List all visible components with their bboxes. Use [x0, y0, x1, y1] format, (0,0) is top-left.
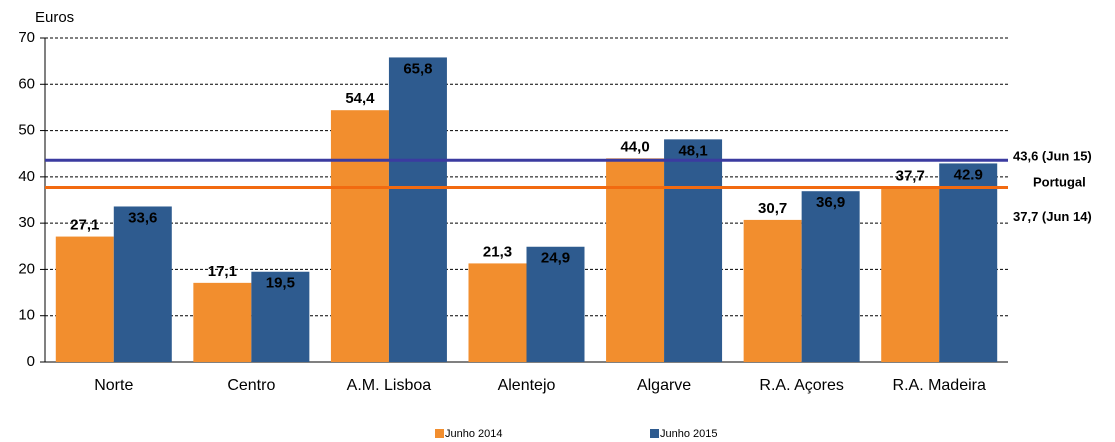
y-tick-label: 30	[18, 214, 35, 231]
value-label: 37,7	[896, 167, 925, 184]
legend-swatch	[435, 429, 444, 438]
y-tick-label: 0	[27, 353, 35, 370]
legend-label: Junho 2015	[660, 428, 718, 440]
value-label: 19,5	[266, 275, 295, 292]
x-tick-label: R.A. Madeira	[893, 377, 986, 394]
value-label: 17,1	[208, 263, 237, 280]
bar	[801, 191, 860, 362]
bar	[251, 271, 310, 362]
bar	[881, 187, 940, 362]
value-label: 33,6	[128, 209, 157, 226]
y-tick-label: 50	[18, 122, 35, 139]
x-tick-label: Centro	[227, 377, 275, 394]
y-tick-label: 40	[18, 168, 35, 185]
x-tick-label: Alentejo	[498, 377, 556, 394]
y-tick-label: 20	[18, 260, 35, 277]
legend-swatch	[650, 429, 659, 438]
bar	[526, 246, 585, 362]
legend-label: Junho 2014	[445, 428, 503, 440]
bar	[468, 263, 527, 362]
value-label: 21,3	[483, 243, 512, 260]
reference-label: 43,6 (Jun 15)	[1013, 149, 1092, 164]
reference-title: Portugal	[1033, 174, 1086, 189]
y-tick-label: 70	[18, 29, 35, 46]
bar	[55, 236, 114, 362]
value-label: 44,0	[620, 138, 649, 155]
x-tick-label: A.M. Lisboa	[347, 377, 432, 394]
x-tick-label: Norte	[94, 377, 133, 394]
value-label: 36,9	[816, 194, 845, 211]
value-label: 48,1	[678, 142, 707, 159]
bar	[606, 158, 665, 362]
value-label: 30,7	[758, 200, 787, 217]
bar	[939, 163, 998, 362]
bar	[743, 219, 802, 362]
value-label: 65,8	[403, 60, 432, 77]
value-label: 24,9	[541, 250, 570, 267]
x-tick-label: R.A. Açores	[759, 377, 843, 394]
bar	[388, 57, 447, 362]
value-label: 42.9	[954, 166, 983, 183]
bar	[193, 282, 252, 362]
x-tick-label: Algarve	[637, 377, 691, 394]
bar	[113, 206, 172, 362]
value-label: 54,4	[345, 90, 375, 107]
bar	[664, 139, 723, 362]
y-tick-label: 10	[18, 307, 35, 324]
reference-label: 37,7 (Jun 14)	[1013, 209, 1092, 224]
value-label: 27,1	[70, 217, 99, 234]
bar	[330, 110, 389, 362]
y-axis-label: Euros	[35, 9, 74, 26]
y-tick-label: 60	[18, 75, 35, 92]
